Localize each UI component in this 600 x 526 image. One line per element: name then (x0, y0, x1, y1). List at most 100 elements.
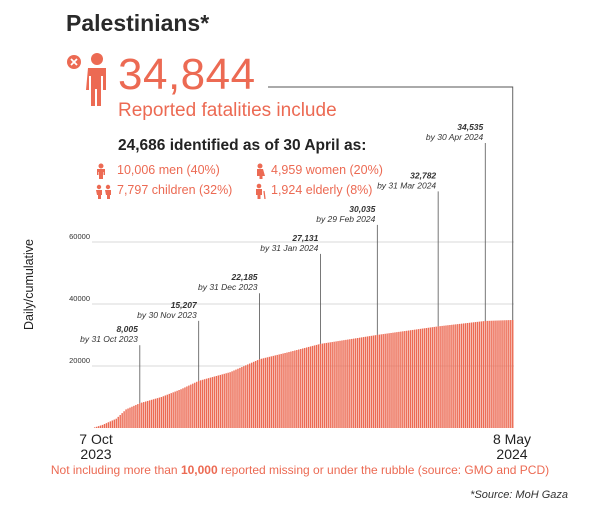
bar (201, 379, 204, 428)
y-tick-label: 40000 (69, 294, 90, 303)
bar (223, 373, 225, 428)
bar (390, 332, 392, 428)
bar (237, 368, 239, 428)
bar (478, 321, 481, 428)
bar (474, 322, 477, 428)
bar (419, 328, 422, 428)
bar (494, 320, 496, 428)
bar (97, 426, 100, 428)
bar (143, 402, 145, 428)
bar (461, 323, 463, 428)
x-end-line1: 8 May (492, 431, 532, 447)
bar (451, 324, 453, 428)
bar (264, 357, 267, 428)
bar (331, 342, 333, 428)
bar (358, 337, 361, 428)
x-start-line2: 2023 (80, 446, 112, 462)
bar (176, 390, 178, 428)
bar (339, 340, 341, 428)
bar (296, 350, 298, 428)
bar (466, 322, 469, 428)
bar (109, 421, 112, 428)
bar (294, 350, 296, 428)
identified-heading: 24,686 identified as of 30 April as: (118, 137, 367, 154)
bar (152, 399, 155, 428)
bar (486, 320, 488, 428)
bar (292, 351, 294, 428)
annotation-date: by 31 Oct 2023 (80, 334, 138, 344)
bar (105, 423, 108, 428)
bar (400, 331, 402, 428)
bar (194, 382, 196, 428)
fatalities-subtitle: Reported fatalities include (118, 100, 337, 121)
bar (404, 331, 406, 428)
bar (445, 325, 447, 428)
bar (93, 427, 96, 428)
bar (249, 363, 251, 428)
elderly-icon (254, 183, 268, 204)
y-axis-label: Daily/cumulative (22, 238, 36, 330)
annotation-date: by 30 Apr 2024 (426, 132, 484, 142)
bar (411, 329, 414, 428)
bar (282, 353, 284, 428)
bar (488, 320, 490, 428)
bar (355, 338, 357, 428)
bar (203, 379, 206, 428)
annotation-date: by 31 Jan 2024 (260, 243, 318, 253)
bar (129, 407, 131, 428)
bar (131, 406, 133, 428)
bar (156, 398, 159, 428)
bar (247, 364, 249, 428)
stat-women: 4,959 women (20%) (271, 163, 383, 177)
bar (162, 396, 165, 428)
bar (447, 325, 449, 428)
bar (490, 320, 492, 428)
x-end-line2: 2024 (496, 446, 528, 462)
bar (370, 335, 373, 428)
bar (502, 320, 504, 428)
bar (119, 414, 121, 428)
bar (372, 335, 375, 428)
bar (117, 416, 119, 428)
footnote-before: Not including more than (50, 463, 181, 477)
bar (351, 338, 353, 428)
bar (188, 385, 190, 428)
bar (158, 397, 161, 428)
bar (464, 323, 467, 428)
bar (300, 348, 302, 428)
bar (360, 337, 363, 428)
bar (329, 342, 331, 428)
bar (441, 325, 443, 428)
bar (325, 342, 327, 428)
bar (394, 332, 396, 428)
bar (127, 408, 129, 428)
bar (425, 328, 428, 428)
bar (258, 359, 261, 428)
bar (341, 340, 343, 428)
bar (313, 345, 316, 428)
bar (205, 378, 208, 428)
bar (123, 411, 125, 428)
x-start-line1: 7 Oct (79, 431, 113, 447)
annotation-date: by 31 Mar 2024 (377, 180, 436, 190)
bar (115, 418, 117, 428)
bar (288, 352, 290, 428)
annotation-date: by 30 Nov 2023 (137, 310, 197, 320)
bar (492, 320, 494, 428)
bar (356, 338, 359, 428)
bar (402, 331, 404, 428)
bar (459, 323, 461, 428)
bar (380, 334, 382, 428)
bar (233, 370, 235, 428)
bar (154, 398, 157, 428)
bar (184, 387, 186, 428)
bar (443, 325, 445, 428)
bar (302, 348, 304, 428)
bar (315, 344, 318, 428)
bar (506, 320, 508, 428)
bar (95, 426, 98, 428)
bar (260, 358, 263, 428)
bar (148, 400, 151, 428)
bar (186, 386, 188, 428)
